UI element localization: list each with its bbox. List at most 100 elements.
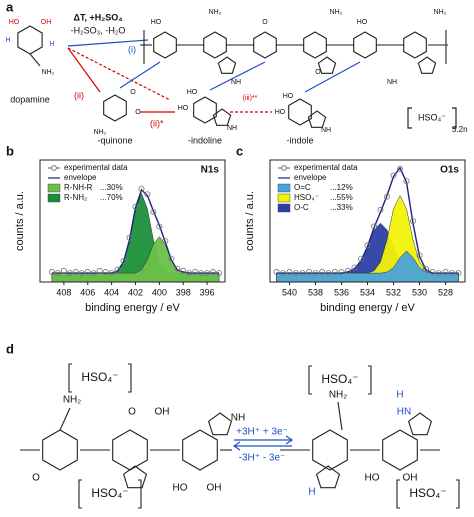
plot-frame xyxy=(269,159,466,283)
ring xyxy=(42,429,78,471)
plot-frame xyxy=(39,159,226,283)
ring xyxy=(303,31,327,59)
data-point xyxy=(114,266,121,273)
compound-label: dopamine xyxy=(10,94,50,104)
data-point xyxy=(174,265,181,272)
atom-label: HO xyxy=(283,93,294,100)
x-tick-label: 536 xyxy=(334,287,349,297)
ring xyxy=(307,110,327,128)
data-point xyxy=(204,270,211,277)
data-point xyxy=(102,269,109,276)
x-tick-label: 406 xyxy=(80,287,95,297)
route-label: (ii)* xyxy=(150,118,164,128)
reaction-backward: -3H⁺ - 3e⁻ xyxy=(239,453,286,464)
atom-label: HO xyxy=(151,19,162,26)
atom-label: O xyxy=(135,109,141,116)
legend-swatch xyxy=(277,193,291,203)
data-point xyxy=(396,165,403,172)
data-point xyxy=(66,270,73,277)
y-axis-label: counts / a.u. xyxy=(244,191,256,251)
bond xyxy=(59,407,71,431)
ring xyxy=(217,56,237,74)
data-point xyxy=(138,185,145,192)
atom-label: HO xyxy=(9,19,20,26)
data-point xyxy=(168,255,175,262)
panel-label: c xyxy=(236,143,243,158)
bracket xyxy=(143,30,447,64)
counterion: HSO₄⁻ xyxy=(91,486,128,500)
envelope-line xyxy=(51,188,219,274)
data-point xyxy=(338,269,345,276)
data-point xyxy=(305,269,312,276)
data-point xyxy=(403,178,410,185)
bond xyxy=(29,53,41,67)
legend-marker xyxy=(51,165,57,171)
ring xyxy=(212,108,232,126)
atom-label: OH xyxy=(155,407,170,418)
atom-label: H xyxy=(396,390,403,401)
atom-label: HO xyxy=(365,473,380,484)
data-point xyxy=(377,206,384,213)
data-point xyxy=(422,265,429,272)
data-point xyxy=(416,252,423,259)
arrows xyxy=(67,39,457,451)
x-tick-label: 530 xyxy=(412,287,427,297)
x-tick-label: 398 xyxy=(176,287,191,297)
data-point xyxy=(351,264,358,271)
data-point xyxy=(286,269,293,276)
data-point xyxy=(72,269,79,276)
ring xyxy=(103,94,127,122)
data-point xyxy=(192,269,199,276)
legend-label: envelope xyxy=(64,173,97,182)
chart-title: O1s xyxy=(440,165,459,176)
data-point xyxy=(144,191,151,198)
data-point xyxy=(299,270,306,277)
y-axis-label: counts / a.u. xyxy=(14,191,26,251)
data-point xyxy=(331,269,338,276)
atom-label: O xyxy=(32,473,40,484)
x-tick-label: 540 xyxy=(282,287,297,297)
legend-label: HSO₄⁻ xyxy=(294,193,319,202)
ring xyxy=(182,429,218,471)
data-point xyxy=(150,209,157,216)
panel-label: d xyxy=(6,341,14,356)
data-point xyxy=(132,203,139,210)
atom-label: OH xyxy=(403,473,418,484)
data-point xyxy=(48,269,55,276)
data-point xyxy=(120,257,127,264)
x-tick-label: 538 xyxy=(308,287,323,297)
condition: ΔT, +H₂SO₄ xyxy=(73,12,122,22)
data-point xyxy=(126,234,133,241)
x-tick-label: 402 xyxy=(128,287,143,297)
data-point xyxy=(186,270,193,277)
data-point xyxy=(198,270,205,277)
atom-label: HO xyxy=(178,105,189,112)
atom-label: NH xyxy=(231,413,245,424)
data-point xyxy=(429,269,436,276)
legend-share: ...70% xyxy=(100,193,123,202)
atom-label: NH₂ xyxy=(329,390,347,401)
data-point xyxy=(162,237,169,244)
legend-label: experimental data xyxy=(294,163,358,172)
x-tick-label: 408 xyxy=(56,287,71,297)
x-tick-label: 534 xyxy=(360,287,375,297)
data-point xyxy=(448,270,455,277)
legend-swatch xyxy=(47,183,61,193)
legend-label: R-NH₂ xyxy=(64,193,87,202)
data-point xyxy=(370,223,377,230)
panel-label: a xyxy=(6,0,14,14)
data-point xyxy=(78,270,85,277)
reaction-forward: +3H⁺ + 3e⁻ xyxy=(236,427,288,438)
counterion: HSO₄⁻ xyxy=(321,372,358,386)
data-point xyxy=(210,269,217,276)
ring xyxy=(17,25,43,55)
ring xyxy=(407,412,433,436)
legend-label: experimental data xyxy=(64,163,128,172)
data-point xyxy=(54,270,61,277)
x-tick-label: 532 xyxy=(386,287,401,297)
ring xyxy=(353,31,377,59)
legend-marker xyxy=(281,165,287,171)
atom-label: H xyxy=(308,487,315,498)
data-point xyxy=(409,217,416,224)
panel-label: b xyxy=(6,143,14,158)
